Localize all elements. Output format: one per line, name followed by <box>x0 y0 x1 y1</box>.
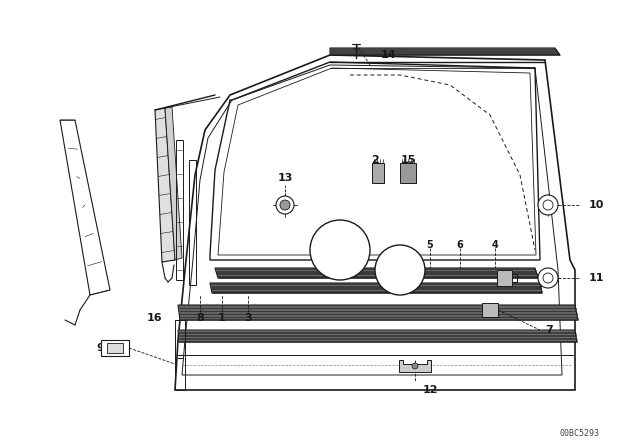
Text: 11: 11 <box>588 273 604 283</box>
Circle shape <box>543 273 553 283</box>
Polygon shape <box>399 360 431 372</box>
Circle shape <box>375 245 425 295</box>
Text: 6: 6 <box>456 240 463 250</box>
Polygon shape <box>165 107 182 260</box>
Polygon shape <box>178 305 578 320</box>
Circle shape <box>310 220 370 280</box>
Text: 8: 8 <box>196 313 204 323</box>
Text: 12: 12 <box>422 385 438 395</box>
Polygon shape <box>330 48 560 55</box>
Polygon shape <box>210 283 542 293</box>
Polygon shape <box>101 340 129 356</box>
Circle shape <box>543 200 553 210</box>
Text: 14: 14 <box>380 50 396 60</box>
Text: 4: 4 <box>492 240 499 250</box>
Text: 16: 16 <box>147 313 163 323</box>
Text: 13: 13 <box>277 173 292 183</box>
Circle shape <box>280 200 290 210</box>
Polygon shape <box>107 343 123 353</box>
Polygon shape <box>400 163 416 183</box>
Polygon shape <box>482 303 498 317</box>
Text: 7: 7 <box>545 325 553 335</box>
Circle shape <box>538 268 558 288</box>
Polygon shape <box>155 108 175 262</box>
Polygon shape <box>372 163 384 183</box>
Circle shape <box>276 196 294 214</box>
Text: 00BC5293: 00BC5293 <box>560 429 600 438</box>
Text: 9: 9 <box>96 343 104 353</box>
Text: 10: 10 <box>588 200 604 210</box>
Circle shape <box>538 195 558 215</box>
Circle shape <box>412 363 418 369</box>
Text: 5: 5 <box>427 240 433 250</box>
Text: 15: 15 <box>400 155 416 165</box>
Text: 2: 2 <box>371 155 379 165</box>
Text: 3: 3 <box>244 313 252 323</box>
Text: 1: 1 <box>218 313 226 323</box>
Polygon shape <box>178 330 577 342</box>
Polygon shape <box>497 270 512 286</box>
Polygon shape <box>215 268 538 278</box>
